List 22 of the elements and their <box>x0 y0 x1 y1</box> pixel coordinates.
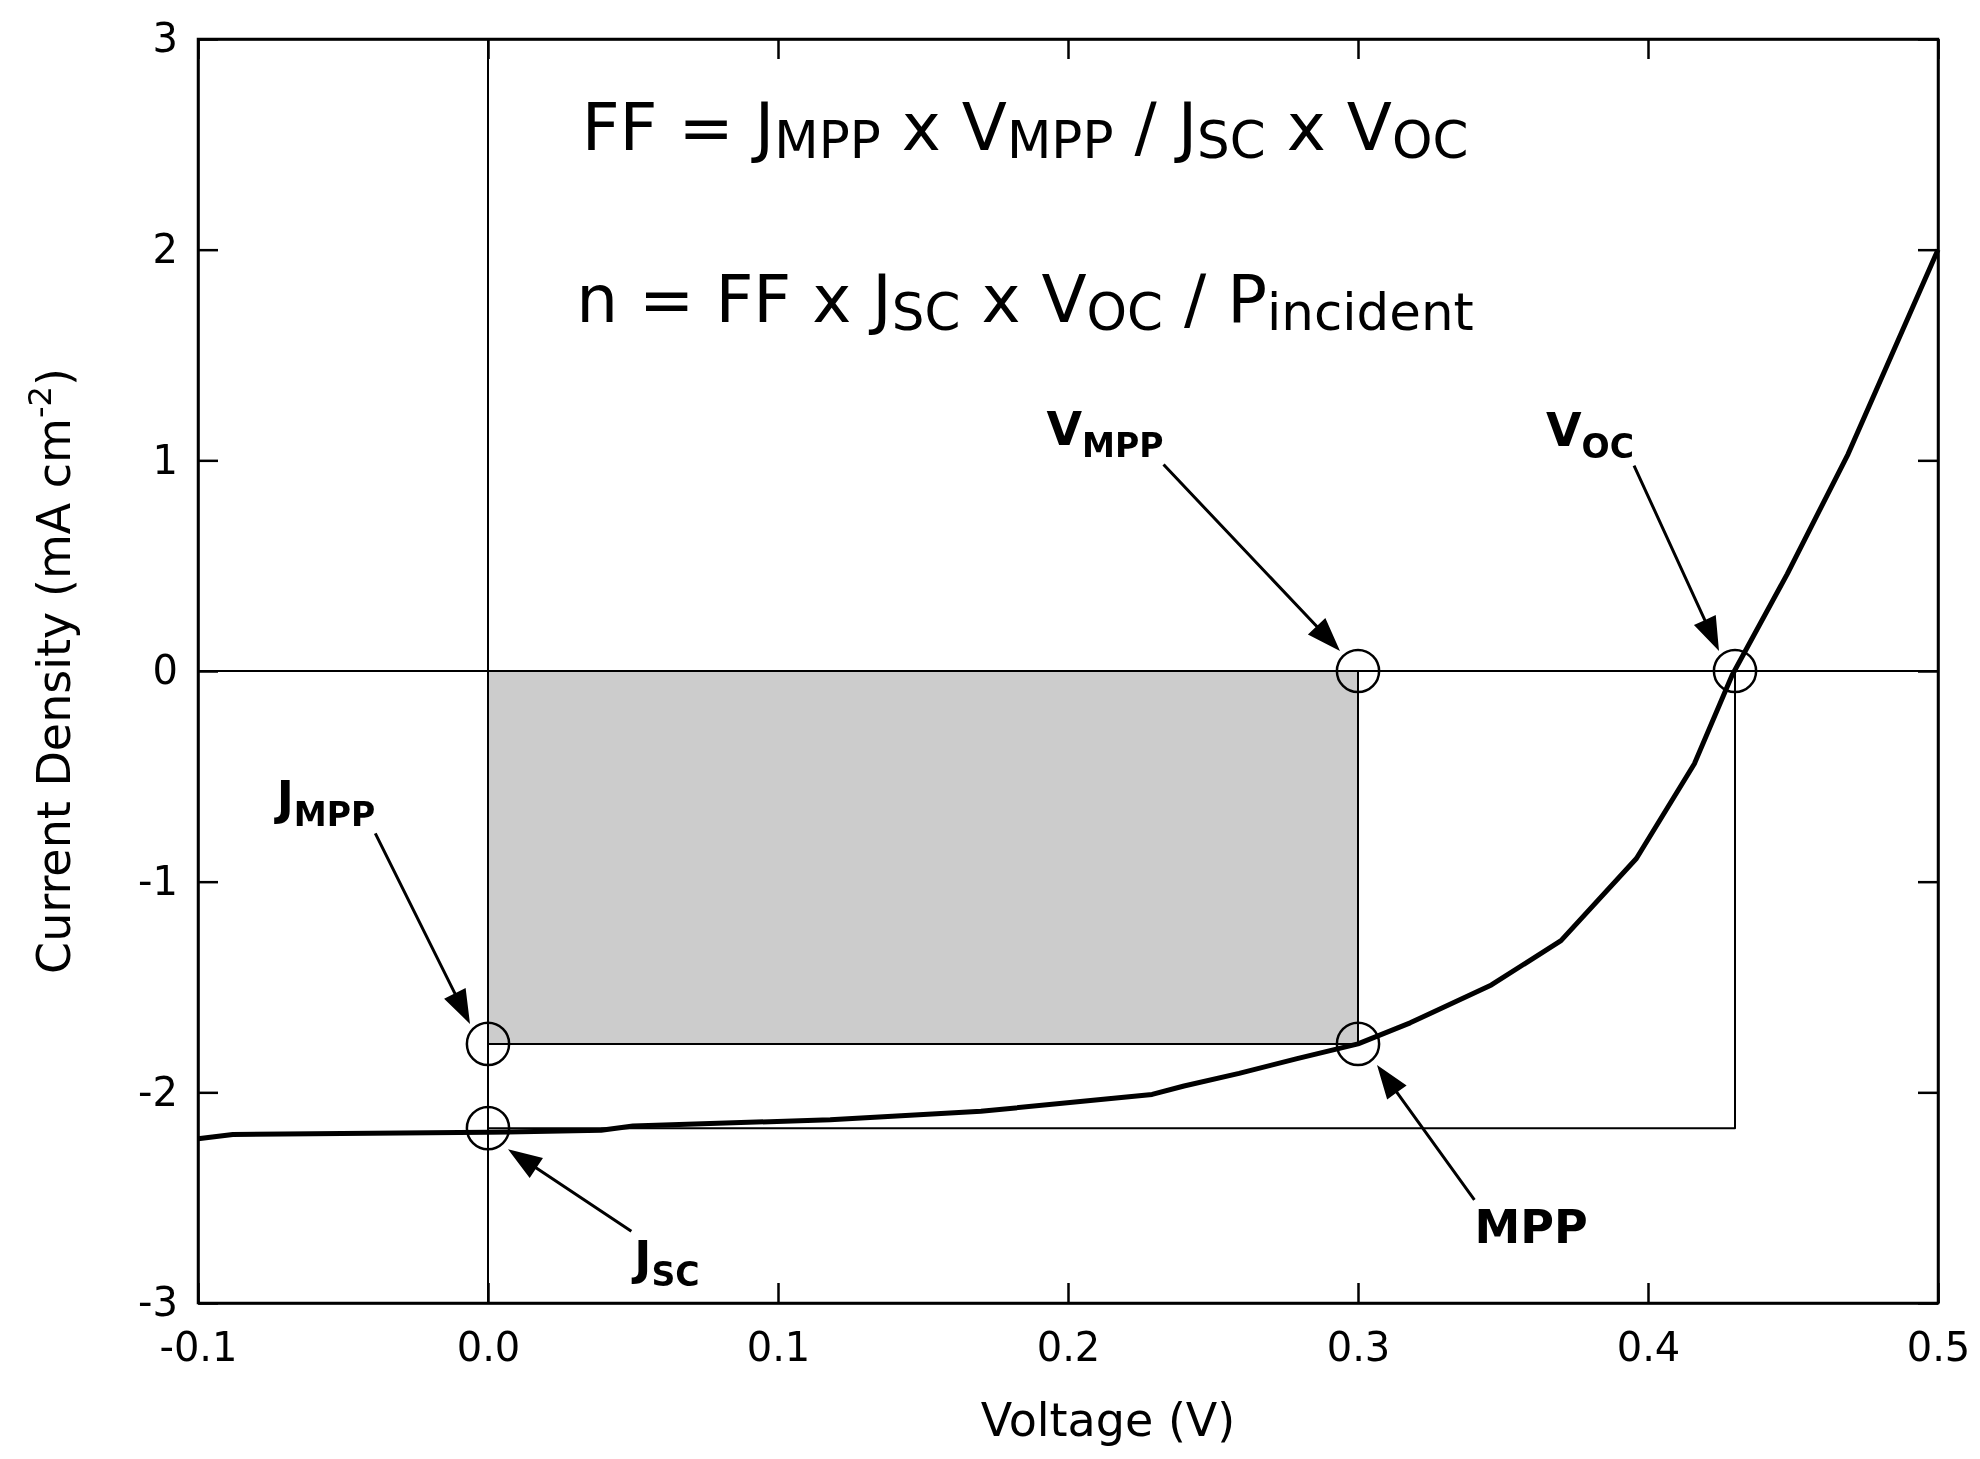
y-tick-label: -3 <box>138 1279 178 1326</box>
annotation: J$_{MPP}$ <box>273 770 376 834</box>
x-tick-label: 0.3 <box>1326 1324 1391 1371</box>
y-tick-label: -2 <box>138 1068 178 1115</box>
x-tick-label: 0.2 <box>1036 1324 1101 1371</box>
y-tick-label: 0 <box>152 647 178 694</box>
annotation: FF = J$_{MPP}$ x V$_{MPP}$ / J$_{SC}$ x V$_{OC}$ <box>581 89 1469 170</box>
y-tick-label: 3 <box>152 15 178 62</box>
y-tick-label: -1 <box>138 857 178 904</box>
x-axis-title: Voltage (V) <box>980 1393 1236 1447</box>
annotation: J$_{SC}$ <box>631 1231 700 1294</box>
x-tick-label: 0.4 <box>1616 1324 1681 1371</box>
x-tick-label: 0.5 <box>1906 1324 1971 1371</box>
x-tick-label: -0.1 <box>159 1324 238 1371</box>
y-tick-label: 1 <box>152 436 178 483</box>
annotation: n = FF x J$_{SC}$ x V$_{OC}$ / P$_{incident}$ <box>576 261 1474 342</box>
annotation: V$_{MPP}$ <box>1046 402 1164 465</box>
x-tick-label: 0.1 <box>746 1324 811 1371</box>
annotation: V$_{OC}$ <box>1545 403 1635 466</box>
annotation: MPP <box>1474 1199 1588 1254</box>
x-tick-label: 0.0 <box>456 1324 521 1371</box>
y-tick-label: 2 <box>152 225 178 272</box>
